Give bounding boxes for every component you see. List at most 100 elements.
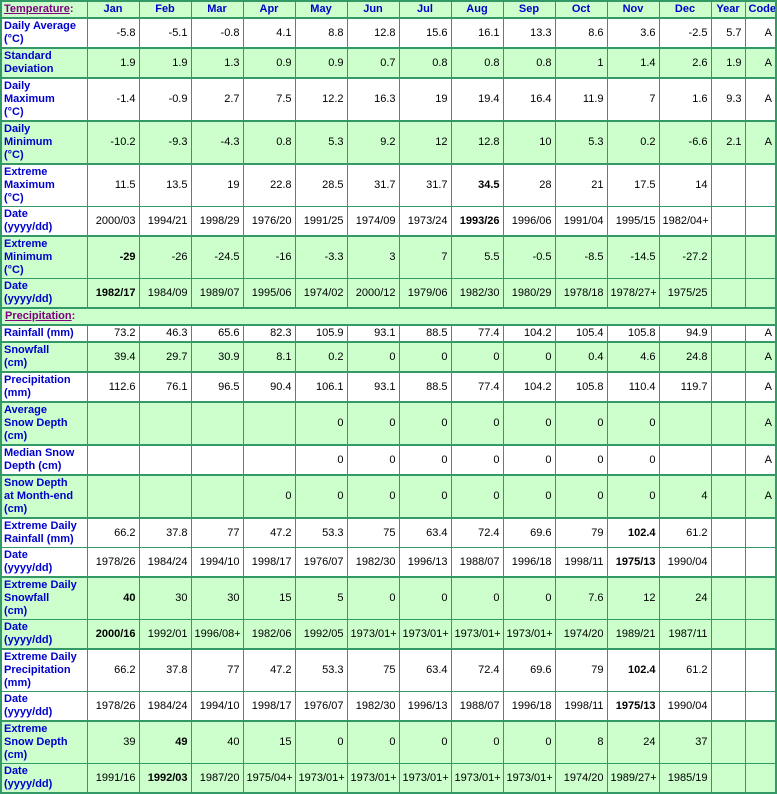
row-label: Median Snow Depth (cm) bbox=[0, 444, 88, 476]
column-header: Year bbox=[710, 0, 746, 19]
data-cell: 53.3 bbox=[294, 648, 348, 692]
data-cell: -3.3 bbox=[294, 235, 348, 279]
data-cell: 17.5 bbox=[606, 163, 660, 207]
table-row: Date (yyyy/dd) 1982/17 1984/09 1989/07 1995/… bbox=[0, 278, 777, 309]
data-cell: 40 bbox=[190, 720, 244, 764]
data-cell: 1980/29 bbox=[502, 278, 556, 309]
data-cell: 0.7 bbox=[346, 47, 400, 79]
data-cell: 0 bbox=[502, 474, 556, 519]
data-cell: 16.4 bbox=[502, 77, 556, 122]
data-cell: 77.4 bbox=[450, 371, 504, 403]
data-cell: 1973/01+ bbox=[450, 619, 504, 650]
data-cell: 1990/04 bbox=[658, 691, 712, 722]
data-cell: -1.4 bbox=[86, 77, 140, 122]
data-cell: 105.8 bbox=[606, 324, 660, 343]
data-cell: 29.7 bbox=[138, 341, 192, 373]
data-cell bbox=[190, 444, 244, 476]
data-cell bbox=[710, 444, 746, 476]
data-cell: 0 bbox=[346, 576, 400, 620]
data-cell: 1996/06 bbox=[502, 206, 556, 237]
precipitation-link[interactable]: Precipitation bbox=[5, 310, 72, 322]
data-cell: 0 bbox=[398, 401, 452, 446]
data-cell: 1985/19 bbox=[658, 763, 712, 794]
data-cell: 15 bbox=[242, 720, 296, 764]
data-cell: -0.5 bbox=[502, 235, 556, 279]
data-cell bbox=[242, 401, 296, 446]
data-cell: 1978/18 bbox=[554, 278, 608, 309]
data-cell: 105.8 bbox=[554, 371, 608, 403]
data-cell bbox=[710, 517, 746, 548]
table-row: Extreme Daily Rainfall (mm) 66.2 37.8 77 47.… bbox=[0, 517, 777, 548]
data-cell: 1.9 bbox=[710, 47, 746, 79]
data-cell: -24.5 bbox=[190, 235, 244, 279]
data-cell: 1996/13 bbox=[398, 547, 452, 578]
data-cell: 0 bbox=[502, 401, 556, 446]
data-cell: 1975/04+ bbox=[242, 763, 296, 794]
data-cell: 53.3 bbox=[294, 517, 348, 548]
data-cell: A bbox=[744, 324, 777, 343]
data-cell: 1994/10 bbox=[190, 691, 244, 722]
data-cell: 1973/01+ bbox=[346, 619, 400, 650]
data-cell: 105.4 bbox=[554, 324, 608, 343]
data-cell: 24 bbox=[606, 720, 660, 764]
data-cell: 15 bbox=[242, 576, 296, 620]
column-header: Jul bbox=[398, 0, 452, 19]
data-cell: 0 bbox=[502, 444, 556, 476]
column-header: Aug bbox=[450, 0, 504, 19]
table-row: Snow Depth at Month-end (cm) 0 0 0 0 0 0 0 0 4 A bbox=[0, 474, 777, 519]
data-cell: 1991/16 bbox=[86, 763, 140, 794]
data-cell: 0 bbox=[346, 341, 400, 373]
data-cell bbox=[744, 619, 777, 650]
data-cell: -29 bbox=[86, 235, 140, 279]
data-cell: 4.6 bbox=[606, 341, 660, 373]
data-cell: 12 bbox=[606, 576, 660, 620]
column-header: Oct bbox=[554, 0, 608, 19]
data-cell: 19 bbox=[190, 163, 244, 207]
data-cell: 12.8 bbox=[450, 120, 504, 165]
data-cell: 2.6 bbox=[658, 47, 712, 79]
data-cell: 0 bbox=[554, 444, 608, 476]
data-cell: 5.3 bbox=[554, 120, 608, 165]
data-cell: 1975/13 bbox=[606, 547, 660, 578]
column-header: May bbox=[294, 0, 348, 19]
data-cell: 1.9 bbox=[86, 47, 140, 79]
data-cell: -14.5 bbox=[606, 235, 660, 279]
data-cell bbox=[86, 444, 140, 476]
data-cell: 0 bbox=[346, 401, 400, 446]
table-row: Median Snow Depth (cm) 0 0 0 0 0 0 0 A bbox=[0, 444, 777, 476]
data-cell: 1975/13 bbox=[606, 691, 660, 722]
column-header: Sep bbox=[502, 0, 556, 19]
data-cell: 8.6 bbox=[554, 17, 608, 49]
data-cell bbox=[744, 576, 777, 620]
data-cell: 49 bbox=[138, 720, 192, 764]
data-cell: -27.2 bbox=[658, 235, 712, 279]
data-cell: 1973/01+ bbox=[294, 763, 348, 794]
data-cell bbox=[138, 444, 192, 476]
data-cell: -5.8 bbox=[86, 17, 140, 49]
row-label: Extreme Daily Rainfall (mm) bbox=[0, 517, 88, 548]
temperature-link[interactable]: Temperature bbox=[4, 3, 70, 15]
data-cell: 12.8 bbox=[346, 17, 400, 49]
table-row: Extreme Maximum (°C) 11.5 13.5 19 22.8 28.5 31… bbox=[0, 163, 777, 207]
data-cell: 1975/25 bbox=[658, 278, 712, 309]
data-cell: 69.6 bbox=[502, 648, 556, 692]
data-cell: 1989/07 bbox=[190, 278, 244, 309]
data-cell: 1976/07 bbox=[294, 691, 348, 722]
data-cell: 39.4 bbox=[86, 341, 140, 373]
data-cell: 1987/20 bbox=[190, 763, 244, 794]
data-cell bbox=[744, 547, 777, 578]
data-cell bbox=[710, 163, 746, 207]
row-label: Date (yyyy/dd) bbox=[0, 547, 88, 578]
data-cell: 0 bbox=[450, 720, 504, 764]
data-cell: 37.8 bbox=[138, 517, 192, 548]
row-label: Extreme Daily Precipitation (mm) bbox=[0, 648, 88, 692]
data-cell: 1991/04 bbox=[554, 206, 608, 237]
data-cell: 77 bbox=[190, 517, 244, 548]
column-header: Feb bbox=[138, 0, 192, 19]
data-cell: 1998/17 bbox=[242, 547, 296, 578]
row-label: Extreme Maximum (°C) bbox=[0, 163, 88, 207]
data-cell: 63.4 bbox=[398, 517, 452, 548]
data-cell: 1990/04 bbox=[658, 547, 712, 578]
table-row: Extreme Snow Depth (cm) 39 49 40 15 0 0 0 0 0 8 24 3… bbox=[0, 720, 777, 764]
data-cell: 16.3 bbox=[346, 77, 400, 122]
